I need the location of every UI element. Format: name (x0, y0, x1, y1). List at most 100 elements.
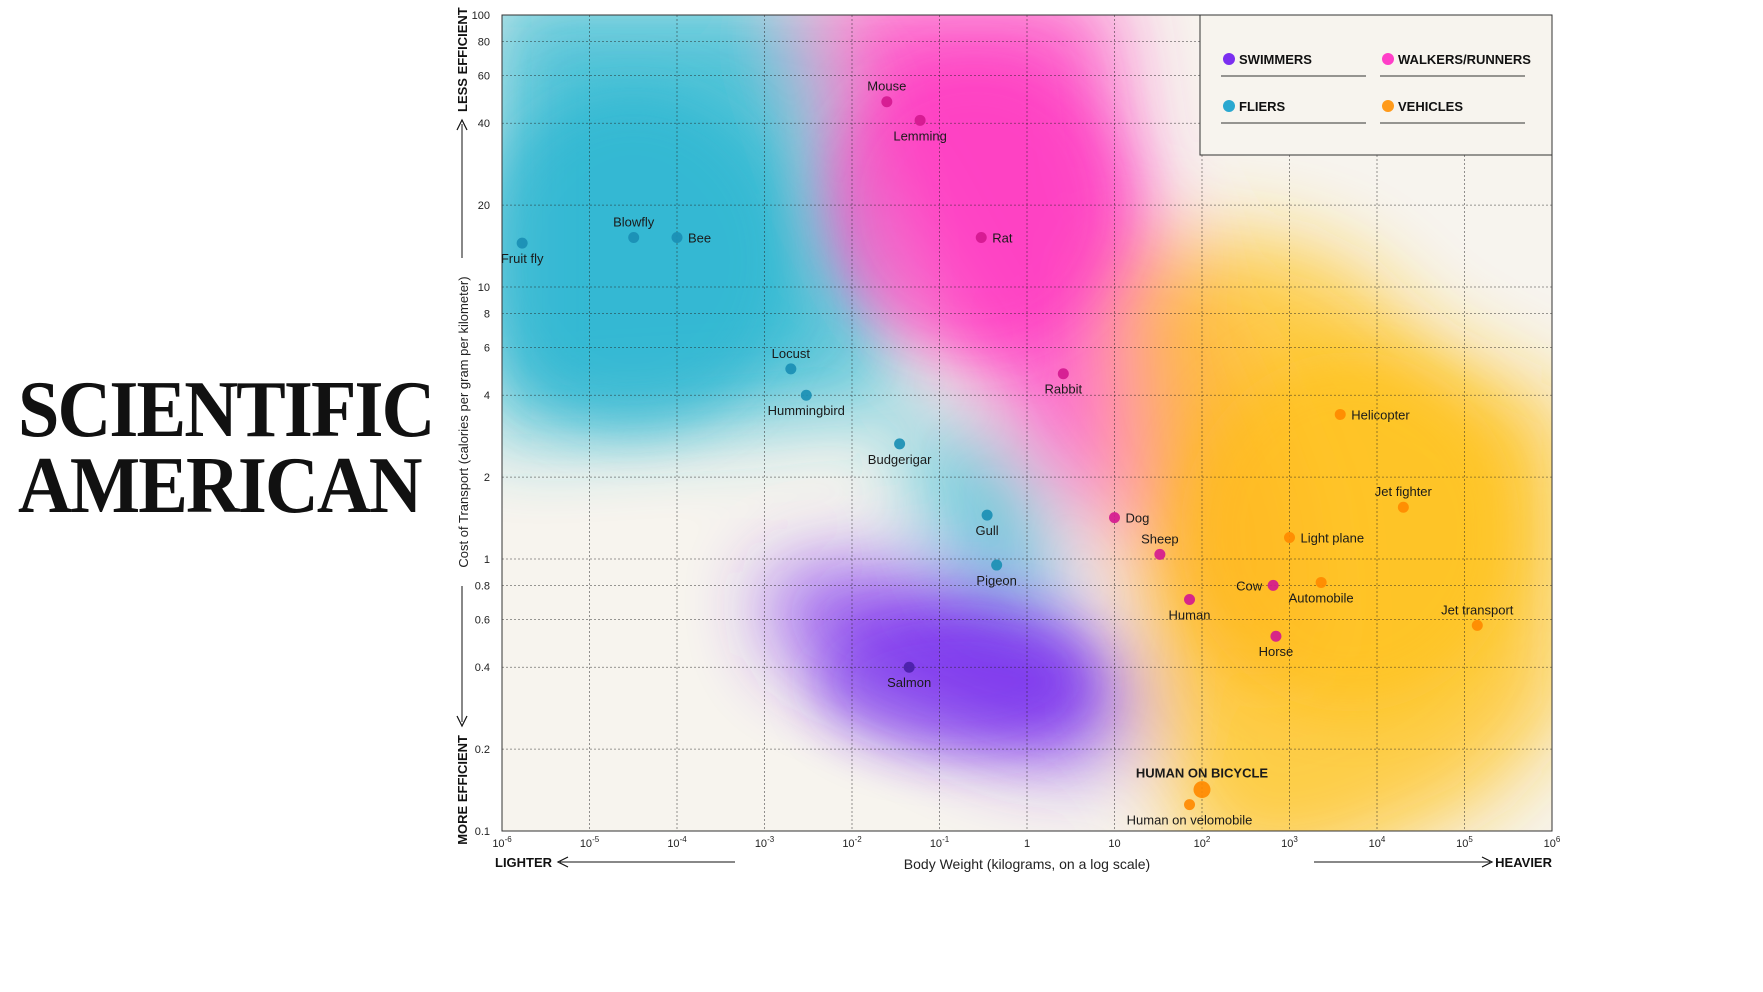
sheep-point (1154, 548, 1166, 560)
helicopter-point (1334, 408, 1346, 420)
automobile-point (1315, 576, 1327, 588)
gull-point (981, 509, 993, 521)
vehicles-core (1180, 351, 1521, 712)
y-axis-label: Cost of Transport (calories per gram per… (456, 276, 471, 567)
y-tick-label: 0.8 (475, 580, 490, 592)
x-tick-label: 10-3 (755, 835, 775, 850)
x-tick-label: 1 (1024, 838, 1030, 850)
lemming-label: Lemming (893, 128, 946, 143)
legend-vehicles-swatch (1382, 100, 1394, 112)
blowfly-point (628, 232, 640, 244)
x-tick-label: 10-6 (492, 835, 512, 850)
blowfly-label: Blowfly (613, 215, 655, 230)
x-tick-label: 10-2 (842, 835, 862, 850)
x-tick-label: 103 (1281, 835, 1298, 850)
fruit-fly-label: Fruit fly (501, 251, 544, 266)
salmon-point (903, 661, 915, 673)
more-efficient-arrowhead (456, 715, 468, 728)
cow-point (1267, 579, 1279, 591)
pigeon-label: Pigeon (976, 573, 1016, 588)
y-tick-label: 0.1 (475, 826, 490, 838)
y-tick-label: 0.4 (475, 662, 490, 674)
jet-transport-point (1471, 619, 1483, 631)
y-tick-label: 6 (484, 342, 490, 354)
logo-line-2: AMERICAN (18, 442, 422, 530)
bee-point (671, 232, 683, 244)
cow-label: Cow (1236, 578, 1263, 593)
human-point (1184, 593, 1196, 605)
light-plane-label: Light plane (1301, 530, 1365, 545)
legend: SWIMMERS WALKERS/RUNNERS FLIERS VEHICLES (1199, 14, 1553, 156)
legend-vehicles-label: VEHICLES (1398, 99, 1463, 114)
legend-fliers-swatch (1223, 100, 1235, 112)
x-tick-label: 104 (1369, 835, 1386, 850)
rabbit-label: Rabbit (1045, 382, 1083, 397)
jet-fighter-point (1397, 501, 1409, 513)
fruit-fly-point (516, 237, 528, 249)
locust-point (785, 363, 797, 375)
axes: 10-6 10-5 10-4 10-3 10-2 10-1 1 10 102 103 104 105 1… (456, 10, 1561, 872)
legend-swimmers-swatch (1223, 53, 1235, 65)
pigeon-point (991, 559, 1003, 571)
heavier-label: HEAVIER (1495, 855, 1552, 870)
legend-walkers-swatch (1382, 53, 1394, 65)
y-tick-label: 2 (484, 472, 490, 484)
gull-label: Gull (976, 523, 999, 538)
y-tick-label: 40 (478, 118, 490, 130)
x-tick-label: 10-4 (667, 835, 687, 850)
human-label: Human (1169, 607, 1211, 622)
data-points: Fruit fly Blowfly Bee Locust Hummingbird Budg… (501, 79, 1514, 828)
mouse-label: Mouse (867, 79, 906, 94)
y-tick-label: 100 (472, 10, 490, 22)
salmon-label: Salmon (887, 675, 931, 690)
jet-fighter-label: Jet fighter (1375, 484, 1433, 499)
x-tick-label: 10-1 (930, 835, 950, 850)
jet-transport-label: Jet transport (1441, 602, 1514, 617)
rat-point (975, 232, 987, 244)
budgerigar-label: Budgerigar (868, 452, 932, 467)
human-on-bicycle-point (1193, 781, 1211, 799)
less-efficient-arrowhead (456, 118, 468, 131)
category-regions (502, 15, 1552, 831)
less-efficient-label: LESS EFFICIENT (455, 7, 470, 112)
y-tick-label: 8 (484, 308, 490, 320)
human-on-velomobile-label: Human on velomobile (1127, 813, 1253, 828)
hummingbird-label: Hummingbird (768, 403, 845, 418)
plot-border (501, 14, 1553, 832)
x-tick-label: 10-5 (580, 835, 600, 850)
x-tick-label: 105 (1456, 835, 1473, 850)
hummingbird-point (800, 389, 812, 401)
y-tick-label: 1 (484, 554, 490, 566)
y-tick-label: 20 (478, 200, 490, 212)
x-tick-label: 102 (1194, 835, 1211, 850)
swimmers-core (817, 611, 1097, 752)
fliers-core (502, 89, 794, 430)
sheep-label: Sheep (1141, 531, 1179, 546)
human-on-velomobile-point (1184, 799, 1196, 811)
bee-label: Bee (688, 231, 711, 246)
y-tick-label: 60 (478, 70, 490, 82)
rabbit-point (1057, 368, 1069, 380)
horse-point (1270, 630, 1282, 642)
y-tick-label: 0.2 (475, 744, 490, 756)
mouse-point (881, 96, 893, 108)
axis-annotations: LESS EFFICIENT MORE EFFICIENT LIGHTER HEAVI… (455, 7, 1553, 870)
legend-box (1199, 14, 1553, 156)
x-tick-label: 10 (1108, 838, 1120, 850)
y-tick-label: 10 (478, 282, 490, 294)
logo-line-1: SCIENTIFIC (18, 366, 435, 454)
light-plane-point (1284, 531, 1295, 543)
y-tick-label: 80 (478, 36, 490, 48)
helicopter-label: Helicopter (1351, 407, 1410, 422)
lighter-label: LIGHTER (495, 855, 553, 870)
automobile-label: Automobile (1289, 590, 1354, 605)
heavier-arrowhead (1481, 856, 1494, 868)
human-on-bicycle-label: HUMAN ON BICYCLE (1136, 766, 1268, 781)
budgerigar-point (894, 438, 906, 450)
y-tick-label: 0.6 (475, 614, 490, 626)
x-axis-label: Body Weight (kilograms, on a log scale) (904, 856, 1150, 872)
more-efficient-label: MORE EFFICIENT (455, 735, 470, 845)
lighter-arrowhead (556, 856, 569, 868)
rat-label: Rat (992, 231, 1013, 246)
